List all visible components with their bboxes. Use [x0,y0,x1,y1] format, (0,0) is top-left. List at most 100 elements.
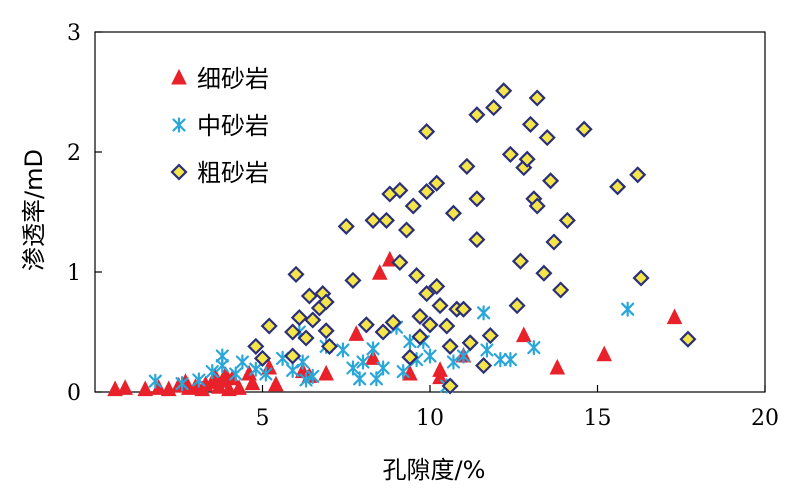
data-point-diamond [317,293,335,311]
data-point-diamond [357,316,375,334]
data-point-diamond [418,123,436,141]
data-point-diamond [629,166,647,184]
legend-marker-diamond [170,163,188,181]
data-point-diamond [438,317,456,335]
x-axis-title: 孔隙度/% [383,456,486,484]
data-point-diamond [441,337,459,355]
data-point-cross [299,372,313,388]
legend-label-cross: 中砂岩 [197,112,269,140]
data-point-triangle [549,358,566,375]
legend-label-triangle: 细砂岩 [197,65,269,93]
data-point-triangle [666,308,683,325]
data-point-diamond [260,317,278,335]
series-diamond [247,82,697,395]
data-point-triangle [432,368,448,385]
data-point-cross [346,360,360,376]
data-point-diamond [521,115,540,133]
data-point-triangle [231,379,247,395]
data-point-diamond [468,106,486,124]
data-point-triangle [318,364,334,381]
data-point-diamond [501,145,519,163]
data-point-diamond [679,330,697,348]
data-point-diamond [290,309,308,327]
data-point-cross [446,354,461,370]
data-point-diamond [297,329,315,347]
data-point-diamond [558,211,576,229]
data-point-diamond [253,349,272,367]
data-point-diamond [481,327,499,345]
data-point-cross [356,354,370,370]
data-point-cross [192,372,206,388]
data-point-diamond [508,297,526,315]
data-point-diamond [391,181,409,199]
data-point-cross [621,301,635,317]
data-point-diamond [458,157,476,175]
data-point-diamond [374,323,392,341]
data-point-cross [477,305,491,321]
data-point-triangle [348,325,365,341]
data-point-cross [249,361,263,377]
data-point-diamond [428,174,446,192]
legend-marker-triangle [171,68,187,85]
data-point-diamond [411,328,429,346]
y-tick-label: 1 [67,261,81,286]
data-point-cross [503,352,518,368]
data-point-diamond [518,150,536,168]
data-point-diamond [538,129,556,147]
data-point-triangle [268,375,284,392]
y-tick-label: 2 [67,141,81,166]
data-point-diamond [397,221,416,239]
data-point-diamond [428,277,446,295]
data-point-diamond [468,190,486,208]
data-point-diamond [377,211,396,229]
data-point-diamond [404,197,422,215]
data-point-triangle [221,380,237,397]
x-tick-label: 10 [416,406,444,431]
data-point-cross [353,371,367,387]
data-point-diamond [320,337,339,355]
y-axis-title: 渗透率/mD [20,149,48,271]
data-point-cross [296,354,310,370]
data-point-diamond [485,99,503,117]
data-point-cross [215,348,229,364]
x-tick-label: 20 [751,406,779,431]
data-point-diamond [454,300,473,318]
data-point-diamond [418,285,436,303]
data-point-cross [306,368,320,384]
data-point-triangle [244,374,261,391]
data-point-diamond [468,231,486,249]
data-point-diamond [384,313,402,331]
data-point-diamond [511,252,530,270]
data-point-cross [235,354,249,370]
y-tick-label: 0 [67,381,81,406]
data-point-cross [456,348,471,364]
data-point-diamond [461,334,479,352]
data-point-diamond [344,271,362,289]
data-point-diamond [609,178,627,196]
legend-marker-cross [172,117,186,133]
data-point-diamond [421,316,439,334]
data-point-diamond [552,281,570,299]
data-point-diamond [431,297,449,315]
data-point-cross [369,371,383,387]
data-point-cross [423,348,437,364]
legend-label-diamond: 粗砂岩 [197,159,269,187]
data-point-diamond [364,211,382,229]
data-point-diamond [284,347,302,365]
data-point-triangle [515,326,532,343]
data-point-cross [376,360,390,376]
data-point-diamond [284,323,302,341]
data-point-cross [527,340,541,356]
axes: 5 10 15 20 0 1 2 3 [67,21,779,431]
data-point-diamond [528,197,546,215]
data-point-cross [148,373,162,389]
data-point-cross [259,366,273,382]
data-point-triangle [137,380,154,397]
data-point-diamond [575,120,593,138]
data-point-diamond [444,204,463,222]
data-point-cross [336,342,350,358]
data-point-diamond [300,287,318,305]
data-point-diamond [535,264,553,282]
